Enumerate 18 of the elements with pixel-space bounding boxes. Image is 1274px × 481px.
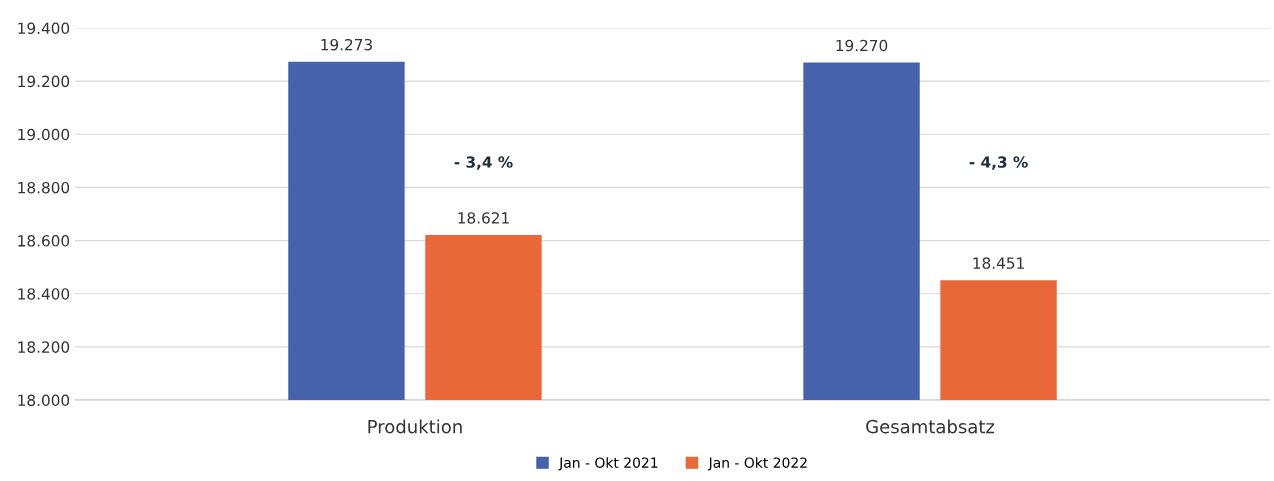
- y-tick-label: 18.000: [18, 394, 70, 407]
- y-tick-label: 18.600: [18, 235, 70, 247]
- y-tick-label: 19.200: [18, 75, 70, 88]
- y-tick-label: 19.000: [18, 128, 70, 141]
- y-tick-label: 18.800: [18, 181, 70, 194]
- data-label: 19.273: [321, 38, 372, 51]
- y-tick-label: 18.400: [18, 288, 70, 300]
- data-label: 18.451: [973, 257, 1024, 269]
- y-tick-label: 19.400: [18, 22, 70, 35]
- annotation: - 3,4 %: [454, 156, 513, 170]
- legend-label: Jan - Okt 2022: [707, 457, 807, 471]
- data-label: 19.270: [836, 39, 888, 52]
- legend-label: Jan - Okt 2021: [558, 457, 658, 471]
- x-tick-label: Gesamtabsatz: [866, 419, 995, 434]
- annotation: - 4,3 %: [969, 156, 1028, 170]
- x-tick-label: Produktion: [368, 419, 462, 434]
- data-label: 18.621: [458, 212, 509, 224]
- y-tick-label: 18.200: [18, 341, 70, 353]
